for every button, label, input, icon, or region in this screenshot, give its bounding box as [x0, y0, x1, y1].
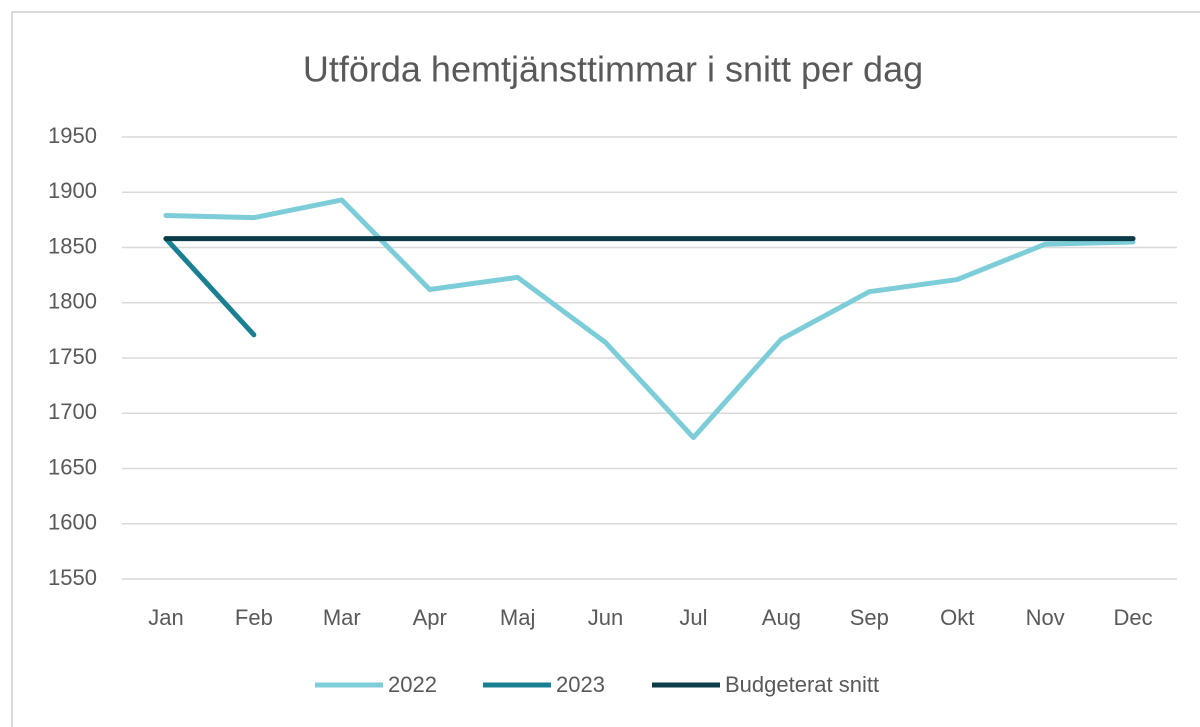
- x-tick-label: Nov: [1026, 605, 1065, 630]
- x-tick-label: Okt: [940, 605, 974, 630]
- legend-label: 2022: [388, 672, 437, 697]
- chart-title: Utförda hemtjänsttimmar i snitt per dag: [303, 49, 923, 90]
- y-tick-label: 1750: [48, 344, 97, 369]
- x-tick-label: Maj: [500, 605, 535, 630]
- chart-border: [11, 11, 1200, 727]
- x-tick-label: Jun: [588, 605, 623, 630]
- y-tick-label: 1550: [48, 565, 97, 590]
- y-tick-label: 1700: [48, 399, 97, 424]
- legend-label: 2023: [556, 672, 605, 697]
- x-tick-label: Dec: [1113, 605, 1152, 630]
- y-tick-label: 1900: [48, 178, 97, 203]
- y-tick-label: 1850: [48, 233, 97, 258]
- x-tick-label: Sep: [850, 605, 889, 630]
- x-tick-label: Apr: [413, 605, 447, 630]
- x-tick-label: Aug: [762, 605, 801, 630]
- y-tick-label: 1600: [48, 510, 97, 535]
- y-tick-label: 1650: [48, 454, 97, 479]
- y-tick-label: 1950: [48, 123, 97, 148]
- x-tick-label: Feb: [235, 605, 273, 630]
- legend-label: Budgeterat snitt: [725, 672, 879, 697]
- x-tick-label: Mar: [323, 605, 361, 630]
- series-line: [163, 236, 257, 338]
- x-tick-label: Jul: [679, 605, 707, 630]
- series-line: [163, 197, 1136, 441]
- x-tick-label: Jan: [148, 605, 183, 630]
- y-tick-label: 1800: [48, 289, 97, 314]
